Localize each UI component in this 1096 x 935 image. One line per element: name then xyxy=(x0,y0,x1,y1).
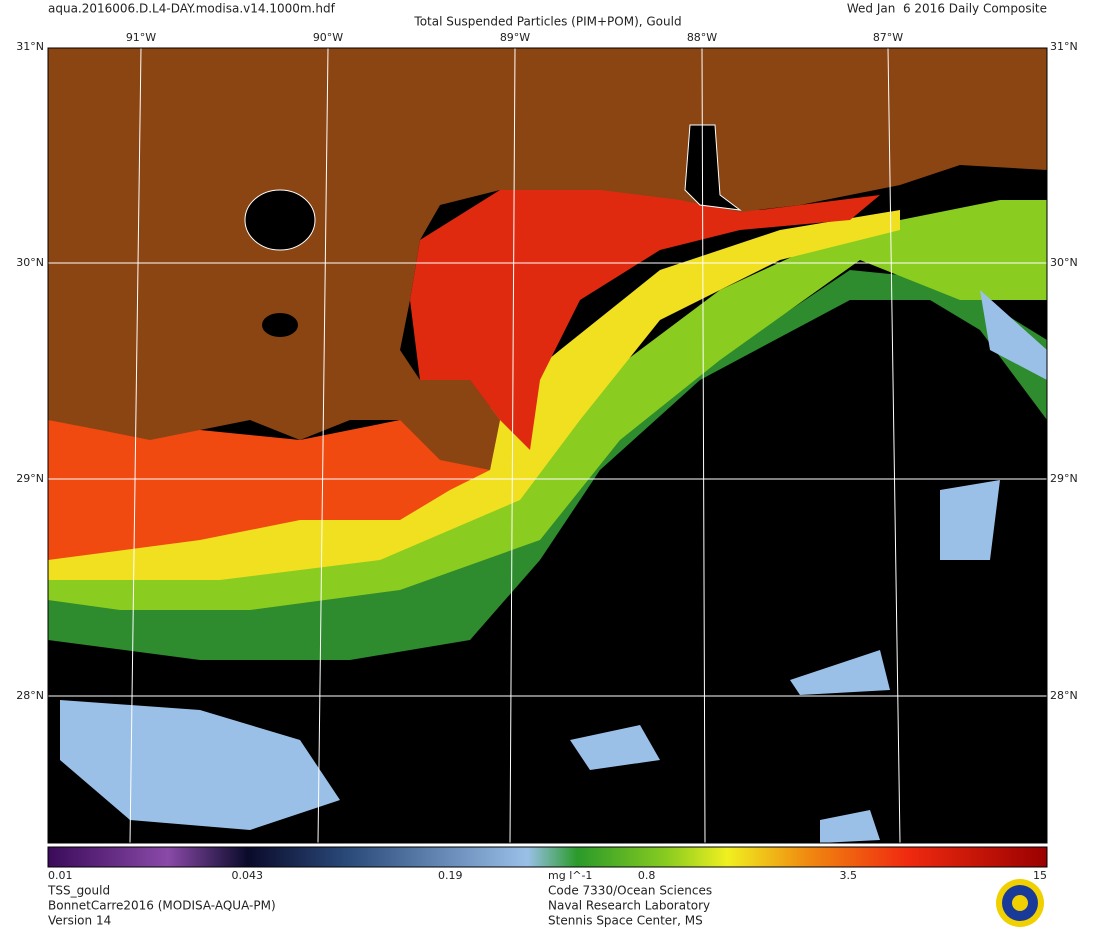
lat-label: 28°N xyxy=(1050,689,1078,702)
lat-label: 31°N xyxy=(16,40,44,53)
lat-label: 31°N xyxy=(1050,40,1078,53)
map xyxy=(47,47,1048,844)
colorbar-tick-label: 0.19 xyxy=(438,869,463,882)
colorbar-tick-label: 0.043 xyxy=(231,869,263,882)
lon-label: 87°W xyxy=(873,31,903,44)
footer-right: Stennis Space Center, MS xyxy=(548,914,703,928)
colorbar-tick-label: 0.8 xyxy=(638,869,656,882)
footer-left: TSS_gould xyxy=(47,884,110,898)
map-title: Total Suspended Particles (PIM+POM), Gou… xyxy=(413,15,681,29)
lat-label: 30°N xyxy=(1050,256,1078,269)
lon-label: 88°W xyxy=(687,31,717,44)
lat-label: 29°N xyxy=(1050,472,1078,485)
lat-label: 29°N xyxy=(16,472,44,485)
footer-left: BonnetCarre2016 (MODISA-AQUA-PM) xyxy=(48,899,276,913)
footer-right: Code 7330/Ocean Sciences xyxy=(548,884,712,898)
date: Wed Jan 6 2016 Daily Composite xyxy=(847,2,1047,16)
colorbar-tick-label: 15 xyxy=(1033,869,1047,882)
colorbar-tick-label: 0.01 xyxy=(48,869,73,882)
lat-label: 28°N xyxy=(16,689,44,702)
lon-label: 90°W xyxy=(313,31,343,44)
colorbar xyxy=(47,846,1048,868)
colorbar-tick-label: 3.5 xyxy=(839,869,857,882)
footer-right: Naval Research Laboratory xyxy=(548,899,710,913)
lon-label: 89°W xyxy=(500,31,530,44)
file-name: aqua.2016006.D.L4-DAY.modisa.v14.1000m.h… xyxy=(48,2,336,16)
lat-label: 30°N xyxy=(16,256,44,269)
logo xyxy=(996,879,1044,927)
footer-left: Version 14 xyxy=(48,914,111,928)
lon-label: 91°W xyxy=(126,31,156,44)
colorbar-unit: mg l^-1 xyxy=(548,869,592,882)
